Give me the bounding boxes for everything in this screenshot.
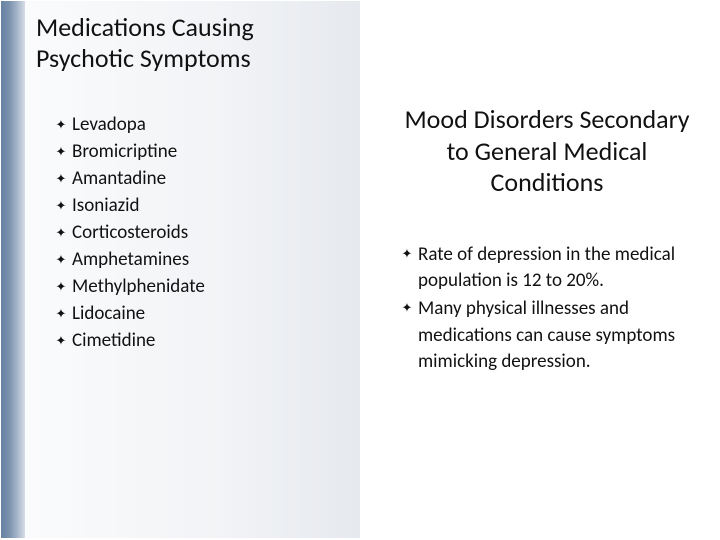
list-item-text: Cimetidine	[72, 328, 155, 355]
list-item-text: Amantadine	[72, 166, 166, 193]
list-item-text: Levadopa	[72, 112, 146, 139]
list-item-text: Amphetamines	[72, 247, 189, 274]
list-item-text: Lidocaine	[72, 301, 145, 328]
list-item-text: Isoniazid	[72, 193, 140, 220]
bullet-icon: ✦	[50, 220, 72, 247]
list-item: ✦ Lidocaine	[50, 301, 350, 328]
bullet-icon: ✦	[396, 242, 418, 268]
list-item: ✦ Bromicriptine	[50, 139, 350, 166]
bullet-icon: ✦	[50, 274, 72, 301]
bullet-icon: ✦	[50, 166, 72, 193]
list-item: ✦ Rate of depression in the medical popu…	[396, 242, 696, 294]
list-item-text: Corticosteroids	[72, 220, 188, 247]
list-item: ✦ Corticosteroids	[50, 220, 350, 247]
bullet-icon: ✦	[50, 301, 72, 328]
bullet-icon: ✦	[50, 328, 72, 355]
list-item: ✦ Isoniazid	[50, 193, 350, 220]
slide: Medications Causing Psychotic Symptoms ✦…	[0, 0, 720, 540]
bullet-icon: ✦	[396, 296, 418, 322]
bullet-icon: ✦	[50, 139, 72, 166]
list-item-text: Rate of depression in the medical popula…	[418, 242, 696, 294]
list-item: ✦ Methylphenidate	[50, 274, 350, 301]
list-item: ✦ Amantadine	[50, 166, 350, 193]
bullet-icon: ✦	[50, 193, 72, 220]
left-accent-bar	[1, 1, 25, 538]
bullet-icon: ✦	[50, 247, 72, 274]
list-item: ✦ Many physical illnesses and medication…	[396, 296, 696, 375]
left-list: ✦ Levadopa ✦ Bromicriptine ✦ Amantadine …	[50, 112, 350, 355]
list-item-text: Methylphenidate	[72, 274, 205, 301]
list-item: ✦ Levadopa	[50, 112, 350, 139]
right-list: ✦ Rate of depression in the medical popu…	[396, 242, 696, 377]
bullet-icon: ✦	[50, 112, 72, 139]
list-item-text: Bromicriptine	[72, 139, 177, 166]
list-item: ✦ Cimetidine	[50, 328, 350, 355]
left-title: Medications Causing Psychotic Symptoms	[36, 12, 346, 73]
right-title: Mood Disorders Secondary to General Medi…	[402, 104, 692, 199]
list-item: ✦ Amphetamines	[50, 247, 350, 274]
list-item-text: Many physical illnesses and medications …	[418, 296, 696, 375]
